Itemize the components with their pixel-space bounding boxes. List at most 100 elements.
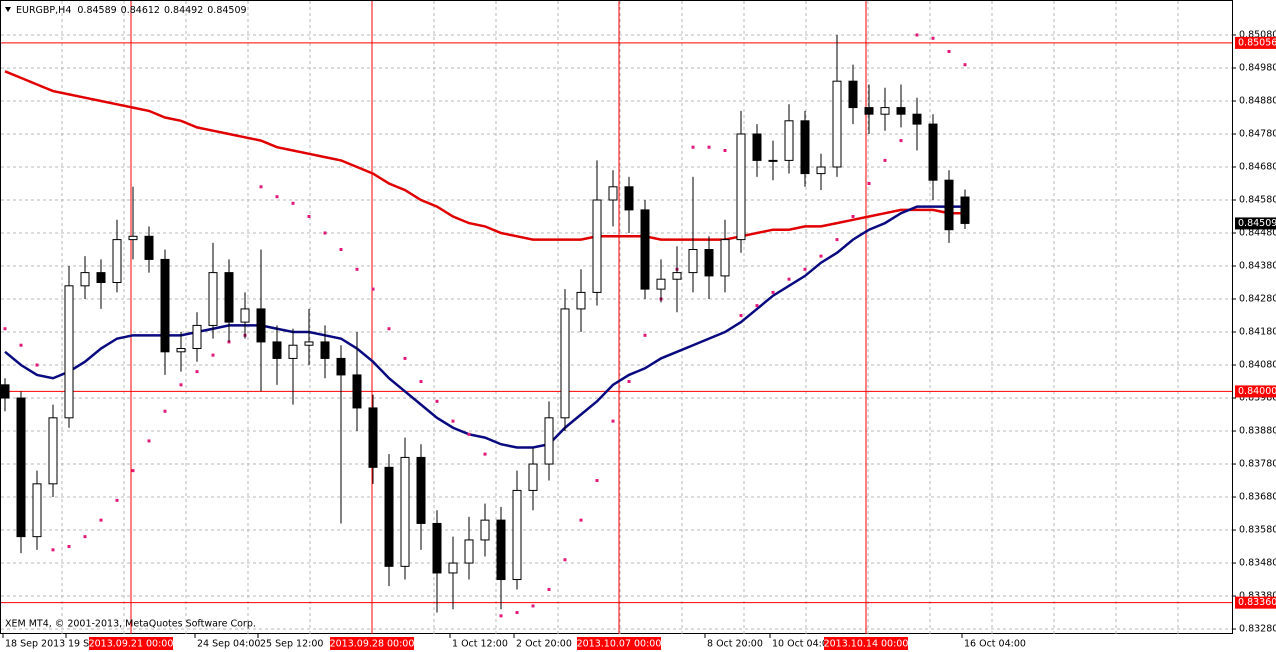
vline-label: 2013.09.21 00:00 — [89, 639, 174, 650]
candle-body — [608, 186, 618, 201]
sar-dot — [99, 518, 103, 522]
level-tag — [1235, 36, 1276, 49]
candle-body — [176, 348, 186, 353]
sar-dot — [451, 419, 455, 423]
candle-body — [288, 344, 298, 359]
candle-body — [0, 384, 10, 399]
x-tick-label: 18 Sep 2013 — [5, 639, 65, 650]
sar-dot — [115, 498, 119, 502]
candle-body — [880, 107, 890, 115]
sar-dot — [803, 267, 807, 271]
y-tick-label: 0.83880 — [1239, 426, 1276, 437]
grid — [1, 1, 1232, 634]
sar-dot — [131, 469, 135, 473]
y-tick-label: 0.85080 — [1239, 29, 1276, 40]
candle-body — [960, 196, 970, 224]
x-tick-label: 8 Oct 20:00 — [707, 639, 763, 650]
y-tick-label: 0.84080 — [1239, 360, 1276, 371]
candle-body — [624, 186, 634, 211]
sar-dot — [67, 545, 71, 549]
sar-dot — [739, 314, 743, 318]
candle-body — [640, 209, 650, 290]
y-tick-label: 0.84680 — [1239, 161, 1276, 172]
sar-dot — [259, 185, 263, 189]
x-tick-label: 25 Sep 12:00 — [260, 639, 323, 650]
price-label: 0.84509 — [1238, 218, 1276, 229]
candle-body — [752, 133, 762, 161]
candle-body — [592, 199, 602, 293]
candle-body — [464, 539, 474, 564]
candle-body — [688, 249, 698, 274]
sar-dot — [387, 327, 391, 331]
sar-dot — [371, 287, 375, 291]
moving-average — [4, 70, 965, 241]
candle-body — [848, 80, 858, 109]
sar-dot — [403, 356, 407, 360]
sar-dot — [355, 267, 359, 271]
vline-tag — [577, 637, 661, 650]
y-tick-label: 0.84180 — [1239, 327, 1276, 338]
y-tick-label: 0.84880 — [1239, 95, 1276, 106]
sar-dot — [611, 419, 615, 423]
sar-dot — [579, 518, 583, 522]
candle-body — [160, 258, 170, 353]
sar-dot — [787, 277, 791, 281]
candle-body — [896, 107, 906, 115]
candle-body — [720, 239, 730, 277]
candle-body — [208, 272, 218, 326]
sar-dot — [819, 254, 823, 258]
level-tag — [1235, 385, 1276, 398]
x-tick-label: 10 Oct 04:00 — [772, 639, 834, 650]
candle-body — [800, 120, 810, 175]
candle-body — [112, 239, 122, 284]
candle-body — [432, 522, 442, 574]
y-tick-label: 0.83580 — [1239, 525, 1276, 536]
candle-body — [832, 80, 842, 168]
candle-body — [384, 466, 394, 567]
sar-dot — [547, 587, 551, 591]
sar-dot — [51, 548, 55, 552]
vline-label: 2013.10.07 00:00 — [577, 639, 662, 650]
candle-body — [224, 272, 234, 323]
x-tick-label: 2 Oct 20:00 — [516, 639, 572, 650]
candle-body — [272, 341, 282, 359]
candle-body — [144, 235, 154, 260]
candle-body — [944, 179, 954, 231]
candle-body — [528, 463, 538, 491]
y-tick-label: 0.83980 — [1239, 393, 1276, 404]
y-tick-label: 0.83280 — [1239, 624, 1276, 635]
sar-dot — [435, 399, 439, 403]
level-label: 0.83360 — [1238, 597, 1276, 608]
candle-body — [480, 519, 490, 541]
level-tag — [1235, 596, 1276, 609]
axis: 0.85080 0.84980 0.84880 0.84780 0.84680 0.845… — [2, 29, 1276, 650]
sar-dot — [723, 148, 727, 152]
marks — [0, 1, 1232, 634]
sar-dot — [195, 370, 199, 374]
candle-body — [704, 249, 714, 277]
y-tick-label: 0.84980 — [1239, 62, 1276, 73]
sar-dot — [563, 558, 567, 562]
sar-dot — [643, 333, 647, 337]
sar-dot — [419, 380, 423, 384]
sar-dot — [867, 182, 871, 186]
candle-body — [192, 324, 202, 350]
candle-body — [416, 456, 426, 524]
sar-dot — [915, 33, 919, 37]
price-tag — [1235, 217, 1276, 230]
y-tick-label: 0.84780 — [1239, 128, 1276, 139]
candle-body — [816, 166, 826, 175]
candle-body — [400, 456, 410, 567]
candle-body — [128, 235, 138, 241]
sar-dot — [515, 611, 519, 615]
sar-dot — [3, 327, 7, 331]
candle-body — [352, 374, 362, 409]
candle-body — [320, 341, 330, 359]
x-tick-label: 1 Oct 12:00 — [452, 639, 508, 650]
candle-body — [576, 291, 586, 310]
y-tick-label: 0.83380 — [1239, 591, 1276, 602]
vline-label: 2013.09.28 00:00 — [330, 639, 415, 650]
x-tick-label: 16 Oct 04:00 — [964, 639, 1026, 650]
vline-label: 2013.10.14 00:00 — [824, 639, 909, 650]
